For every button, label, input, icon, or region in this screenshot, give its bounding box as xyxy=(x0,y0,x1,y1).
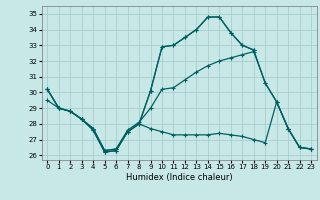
X-axis label: Humidex (Indice chaleur): Humidex (Indice chaleur) xyxy=(126,173,233,182)
